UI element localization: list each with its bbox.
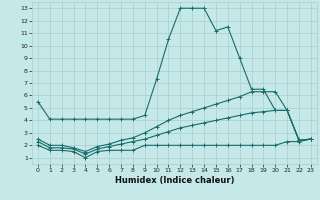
- X-axis label: Humidex (Indice chaleur): Humidex (Indice chaleur): [115, 176, 234, 185]
